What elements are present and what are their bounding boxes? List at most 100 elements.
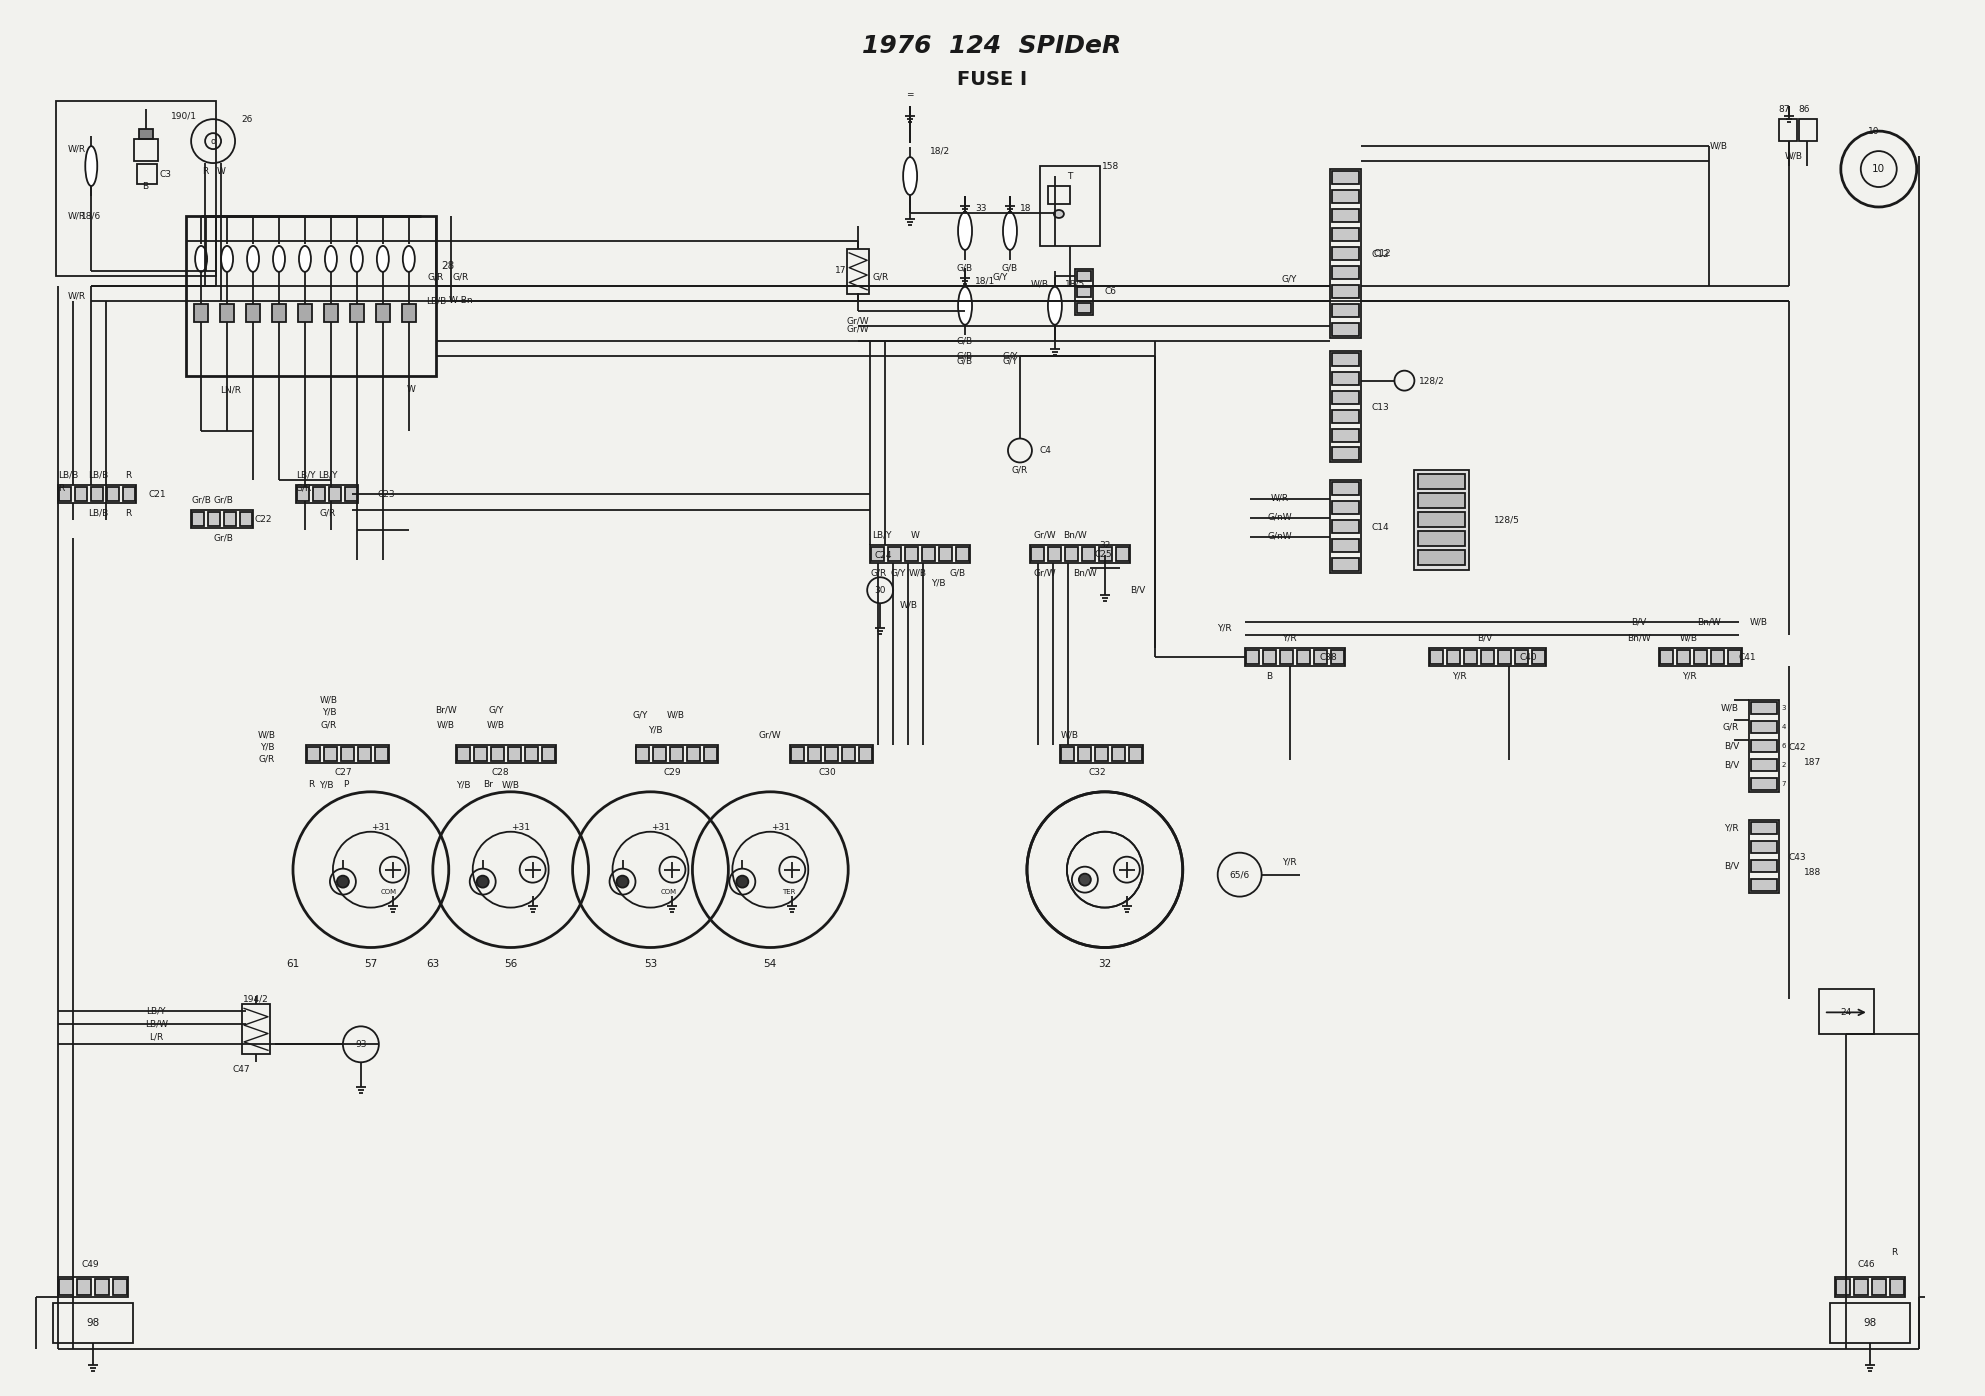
Text: W/B: W/B (667, 711, 685, 719)
Text: +31: +31 (770, 824, 790, 832)
Text: B/V: B/V (1632, 617, 1648, 627)
Ellipse shape (403, 246, 415, 272)
Text: C28: C28 (492, 768, 510, 778)
Text: W/B: W/B (486, 720, 504, 730)
Bar (1296, 651, 1310, 664)
Text: B/V: B/V (1723, 761, 1739, 769)
Text: W/B: W/B (1751, 617, 1769, 627)
Bar (1060, 747, 1074, 761)
Text: W/B: W/B (909, 568, 927, 578)
Text: W/B: W/B (437, 720, 455, 730)
Text: W/B: W/B (258, 730, 276, 740)
Bar (1332, 391, 1360, 403)
Bar (637, 747, 649, 761)
Text: C41: C41 (1739, 652, 1757, 662)
Text: 4: 4 (1783, 725, 1786, 730)
Bar (1447, 651, 1461, 664)
Text: W: W (911, 530, 919, 540)
Bar (1100, 547, 1112, 561)
Text: 53: 53 (643, 959, 657, 969)
Bar (792, 747, 804, 761)
Text: 187: 187 (1804, 758, 1820, 766)
Ellipse shape (274, 246, 286, 272)
Bar (842, 747, 856, 761)
Bar (1659, 648, 1743, 666)
Text: Y/B: Y/B (931, 579, 945, 588)
Text: G/B: G/B (957, 356, 973, 366)
Text: R: R (202, 166, 208, 176)
Ellipse shape (1002, 212, 1016, 250)
Bar (193, 512, 204, 526)
Text: G/B: G/B (957, 264, 973, 272)
Text: 18: 18 (1020, 204, 1032, 214)
Circle shape (1080, 874, 1092, 885)
Bar (1078, 303, 1092, 313)
Text: G/R: G/R (258, 754, 276, 764)
Text: 86: 86 (1798, 105, 1810, 113)
Text: G/R: G/R (871, 272, 887, 282)
Text: G/B: G/B (957, 352, 973, 360)
Text: W/R: W/R (67, 145, 85, 154)
Text: 28: 28 (441, 261, 455, 271)
Text: TER: TER (782, 889, 794, 895)
Bar (330, 487, 341, 501)
Bar (375, 304, 389, 321)
Text: 65/6: 65/6 (1229, 870, 1251, 879)
Bar (1419, 550, 1465, 565)
Bar (195, 304, 208, 321)
Bar (242, 1004, 270, 1054)
Bar (1060, 745, 1143, 762)
Text: W/B: W/B (320, 695, 337, 705)
Bar (687, 747, 701, 761)
Text: R: R (125, 470, 131, 480)
Ellipse shape (300, 246, 312, 272)
Text: G/Y: G/Y (1002, 352, 1018, 360)
Text: W/B: W/B (1721, 704, 1739, 712)
Text: C42: C42 (1788, 743, 1806, 752)
Circle shape (476, 875, 488, 888)
Bar (1419, 532, 1465, 546)
Bar (1112, 747, 1125, 761)
Bar (1116, 547, 1129, 561)
Ellipse shape (1048, 286, 1062, 325)
Ellipse shape (377, 246, 389, 272)
Bar (524, 747, 538, 761)
Text: 158: 158 (1102, 162, 1120, 170)
Text: C32: C32 (1088, 768, 1106, 778)
Text: C38: C38 (1320, 652, 1338, 662)
Bar (1532, 651, 1544, 664)
Text: W/B: W/B (1709, 141, 1729, 151)
Bar (1429, 648, 1546, 666)
Bar (1830, 1302, 1910, 1343)
Text: G/B: G/B (957, 336, 973, 345)
Text: C46: C46 (1858, 1261, 1876, 1269)
Bar (298, 304, 312, 321)
Bar (60, 1279, 73, 1295)
Text: C29: C29 (663, 768, 681, 778)
Text: C47: C47 (232, 1065, 250, 1074)
Bar (871, 547, 883, 561)
Bar (808, 747, 822, 761)
Text: B: B (143, 181, 149, 190)
Bar (1048, 547, 1060, 561)
Bar (1040, 166, 1100, 246)
Text: C4: C4 (1040, 445, 1052, 455)
Bar (1798, 119, 1816, 141)
Text: Gr/W: Gr/W (1034, 530, 1056, 540)
Bar (1481, 651, 1495, 664)
Bar (1818, 990, 1874, 1034)
Bar (957, 547, 969, 561)
Text: LN/R: LN/R (220, 385, 242, 394)
Text: 98: 98 (1864, 1318, 1876, 1328)
Text: 17: 17 (834, 267, 846, 275)
Ellipse shape (195, 246, 206, 272)
Text: C3: C3 (159, 169, 171, 179)
Text: Gr/W: Gr/W (848, 324, 869, 334)
Text: Bn/W: Bn/W (1064, 530, 1086, 540)
Text: C12: C12 (1372, 250, 1390, 258)
Text: G/R: G/R (1723, 723, 1739, 732)
Text: FUSE I: FUSE I (957, 70, 1026, 89)
Text: 26: 26 (240, 114, 252, 124)
Text: Y/B: Y/B (260, 743, 274, 751)
Bar (1262, 651, 1276, 664)
